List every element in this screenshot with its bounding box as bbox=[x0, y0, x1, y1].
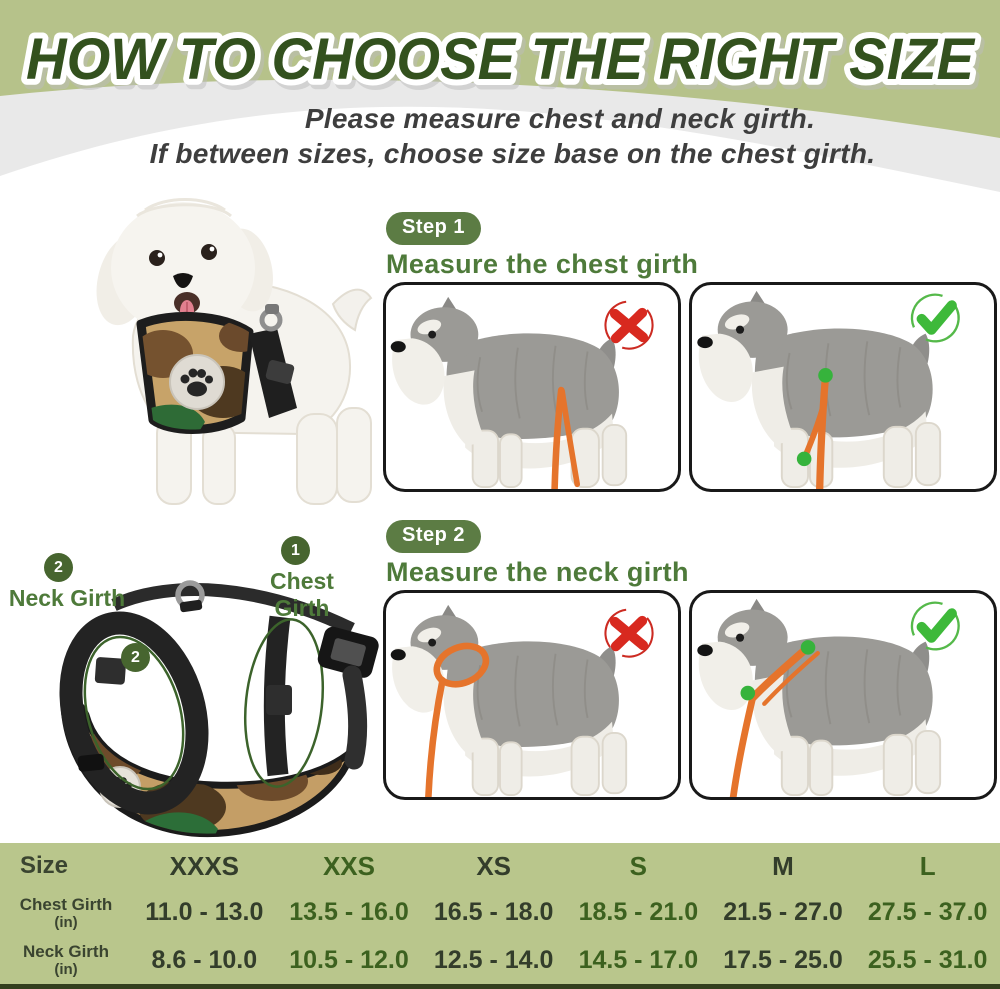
x-mark-icon bbox=[604, 608, 654, 658]
marker-dot bbox=[740, 685, 756, 701]
chest-girth-outline bbox=[243, 618, 325, 788]
col-header-s: S bbox=[629, 851, 647, 881]
table-bottom-divider bbox=[0, 984, 1000, 989]
neck-girth-row-label: Neck Girth (in) bbox=[23, 942, 109, 978]
neck-girth-cell: 10.5 - 12.0 bbox=[289, 945, 409, 974]
harness-photo bbox=[59, 580, 379, 838]
x-mark-icon bbox=[604, 300, 654, 350]
step-2-badge: Step 2 bbox=[386, 520, 482, 553]
chest-girth-cell: 16.5 - 18.0 bbox=[433, 898, 554, 926]
size-column-header: Size bbox=[20, 852, 69, 879]
dog-head bbox=[111, 202, 255, 334]
camo-harness bbox=[136, 304, 297, 434]
step-1-heading: Measure the chest girth bbox=[386, 249, 699, 279]
chest-girth-cell: 27.5 - 37.0 bbox=[867, 898, 988, 926]
neck-girth-cell: 14.5 - 17.0 bbox=[578, 945, 699, 974]
step1-wrong-photo bbox=[383, 282, 681, 492]
step2-wrong-photo bbox=[383, 590, 681, 800]
chest-girth-cell: 18.5 - 21.0 bbox=[578, 898, 699, 926]
neck-girth-cell: 12.5 - 14.0 bbox=[433, 945, 554, 974]
page-title: HOW TO CHOOSE THE RIGHT SIZE HOW TO CHOO… bbox=[20, 21, 986, 103]
col-header-xs: XS bbox=[476, 851, 511, 881]
header-background bbox=[0, 0, 1000, 192]
subtitle-line-1: Please measure chest and neck girth. bbox=[304, 103, 816, 134]
chest-girth-marker: 1 bbox=[281, 536, 310, 565]
step1-correct-photo bbox=[689, 282, 997, 492]
col-header-l: L bbox=[919, 851, 936, 881]
check-mark-icon bbox=[910, 601, 960, 651]
measuring-tape bbox=[551, 386, 581, 489]
neck-loop bbox=[59, 611, 209, 815]
step-2-heading: Measure the neck girth bbox=[386, 557, 689, 587]
neck-girth-marker: 2 bbox=[44, 553, 73, 582]
schnauzer-dog-illustration bbox=[391, 605, 626, 795]
step-1-badge: Step 1 bbox=[386, 212, 482, 245]
chest-strap bbox=[243, 615, 325, 788]
size-table: Size XXXS XXS XS S M L Chest Girth (in) … bbox=[0, 843, 1000, 984]
neck-girth-cell: 25.5 - 31.0 bbox=[867, 945, 988, 974]
maltese-dog-photo bbox=[96, 198, 373, 505]
marker-dot bbox=[796, 451, 812, 467]
neck-girth-cell: 8.6 - 10.0 bbox=[151, 945, 258, 974]
chest-girth-cell: 13.5 - 16.0 bbox=[289, 898, 409, 926]
dog-nose bbox=[173, 273, 193, 288]
chest-girth-cell: 11.0 - 13.0 bbox=[145, 898, 264, 926]
schnauzer-dog-illustration bbox=[391, 297, 626, 487]
strap-adjuster bbox=[77, 753, 105, 772]
neck-girth-cell: 17.5 - 25.0 bbox=[723, 945, 843, 974]
neck-girth-label: Neck Girth bbox=[8, 585, 126, 611]
step2-correct-photo bbox=[689, 590, 997, 800]
strap-tail bbox=[342, 665, 368, 770]
harness-buckle bbox=[265, 360, 295, 384]
marker-dot bbox=[800, 640, 816, 655]
subtitle-line-2: If between sizes, choose size base on th… bbox=[149, 138, 876, 169]
page-title-text: HOW TO CHOOSE THE RIGHT SIZE bbox=[26, 27, 976, 92]
schnauzer-dog-illustration bbox=[697, 599, 940, 795]
neck-girth-outline bbox=[83, 635, 185, 791]
check-mark-icon bbox=[910, 293, 960, 343]
buckle bbox=[317, 626, 379, 678]
chest-girth-label: Chest Girth bbox=[270, 568, 334, 621]
page-title-shadow: HOW TO CHOOSE THE RIGHT SIZE bbox=[29, 31, 979, 96]
marker-dot bbox=[818, 368, 833, 383]
measuring-tape bbox=[425, 642, 490, 797]
chest-girth-row-label: Chest Girth (in) bbox=[19, 894, 113, 931]
neck-girth-marker: 2 bbox=[121, 643, 150, 672]
col-header-xxs: XXS bbox=[322, 851, 375, 881]
back-strap bbox=[111, 583, 355, 635]
col-header-xxxs: XXXS bbox=[169, 851, 240, 881]
col-header-m: M bbox=[772, 851, 794, 881]
green-band bbox=[0, 0, 1000, 138]
chest-girth-cell: 21.5 - 27.0 bbox=[723, 898, 843, 926]
